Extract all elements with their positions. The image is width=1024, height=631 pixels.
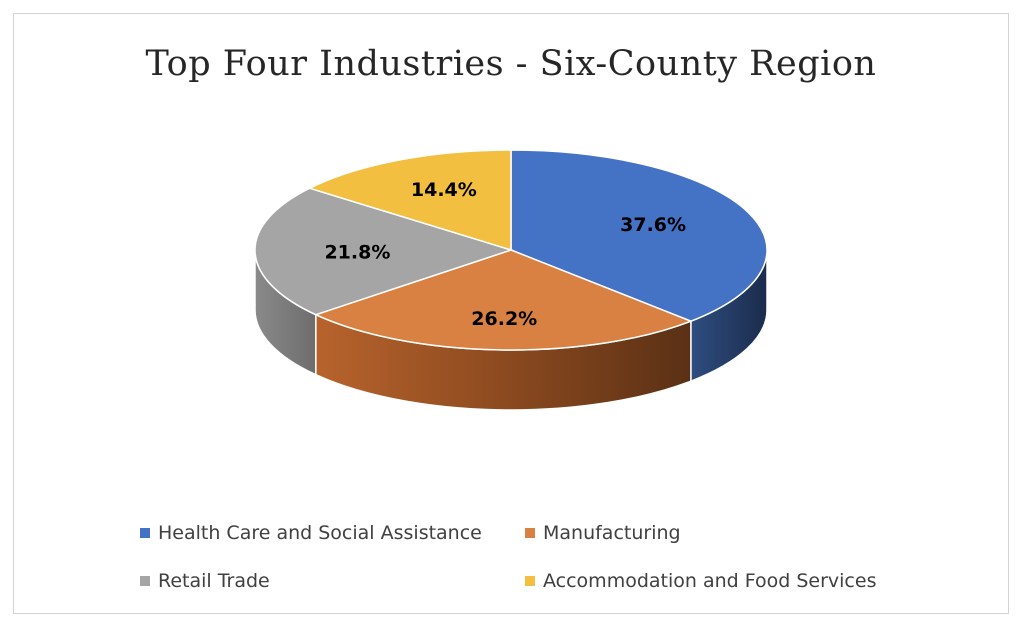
pie-tops xyxy=(254,149,768,351)
pie-slice-retail-trade xyxy=(254,187,514,316)
data-label-retail-trade: 21.8% xyxy=(324,241,390,263)
chart-title: Top Four Industries - Six-County Region xyxy=(145,44,877,84)
data-label-manufacturing: 26.2% xyxy=(471,308,537,330)
pie-slice-accommodation-and-food-services xyxy=(307,149,512,252)
data-label-accommodation-and-food-services: 14.4% xyxy=(411,179,477,201)
data-label-health-care-and-social-assistance: 37.6% xyxy=(620,214,686,236)
pie-slice-health-care-and-social-assistance xyxy=(510,149,768,322)
pie-slice-manufacturing xyxy=(313,249,693,351)
pie-sides xyxy=(254,249,768,411)
chart-frame: Top Four Industries - Six-County Region … xyxy=(13,13,1009,614)
pie-chart: 37.6% 26.2% 21.8% 14.4% xyxy=(254,149,768,411)
pie-labels: 37.6% 26.2% 21.8% 14.4% xyxy=(324,179,686,330)
